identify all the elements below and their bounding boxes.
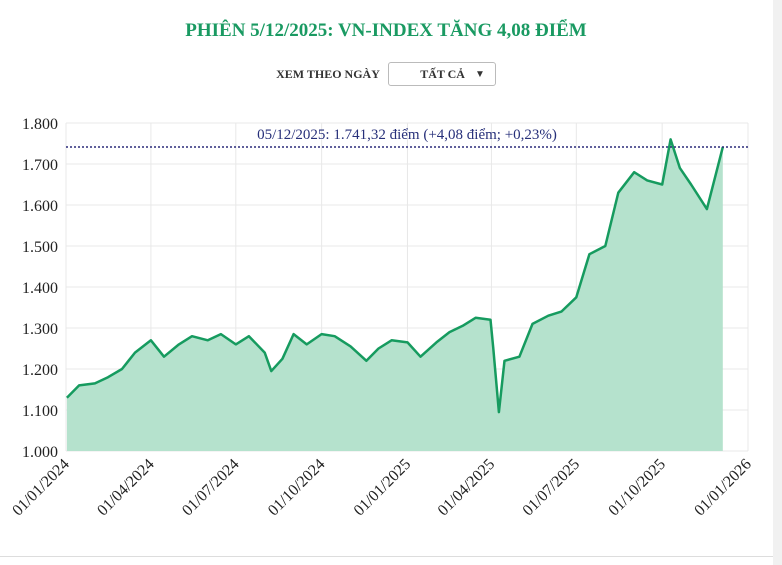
- y-tick-label: 1.700: [22, 157, 58, 174]
- y-tick-label: 1.600: [22, 198, 58, 215]
- x-tick-label: 01/01/2025: [351, 456, 415, 520]
- area-fill: [66, 139, 723, 451]
- caret-down-icon: ▼: [474, 68, 485, 80]
- x-tick-label: 01/01/2026: [691, 456, 755, 520]
- y-tick-label: 1.000: [22, 444, 58, 461]
- x-tick-label: 01/07/2024: [179, 456, 243, 520]
- scrollbar[interactable]: [773, 0, 782, 565]
- x-tick-label: 01/10/2024: [265, 456, 329, 520]
- y-tick-label: 1.800: [22, 116, 58, 133]
- x-tick-label: 01/10/2025: [605, 456, 669, 520]
- x-tick-label: 01/04/2025: [435, 456, 499, 520]
- page-title: PHIÊN 5/12/2025: VN-INDEX TĂNG 4,08 ĐIỂM: [185, 20, 587, 41]
- reference-annotation: 05/12/2025: 1.741,32 điểm (+4,08 điểm; +…: [257, 127, 557, 143]
- x-tick-label: 01/01/2024: [9, 456, 73, 520]
- y-tick-label: 1.400: [22, 280, 58, 297]
- x-tick-label: 01/04/2024: [94, 456, 158, 520]
- series-line: [66, 138, 725, 414]
- y-tick-label: 1.200: [22, 362, 58, 379]
- range-select-value: TẤT CẢ: [420, 66, 465, 81]
- y-tick-label: 1.100: [22, 403, 58, 420]
- date-filter: XEM THEO NGÀY TẤT CẢ ▼: [0, 62, 772, 86]
- divider: [0, 556, 782, 557]
- range-select[interactable]: TẤT CẢ ▼: [387, 62, 496, 86]
- y-tick-label: 1.300: [22, 321, 58, 338]
- filter-label: XEM THEO NGÀY: [276, 66, 380, 81]
- y-tick-label: 1.500: [22, 239, 58, 256]
- x-tick-label: 01/07/2025: [520, 456, 584, 520]
